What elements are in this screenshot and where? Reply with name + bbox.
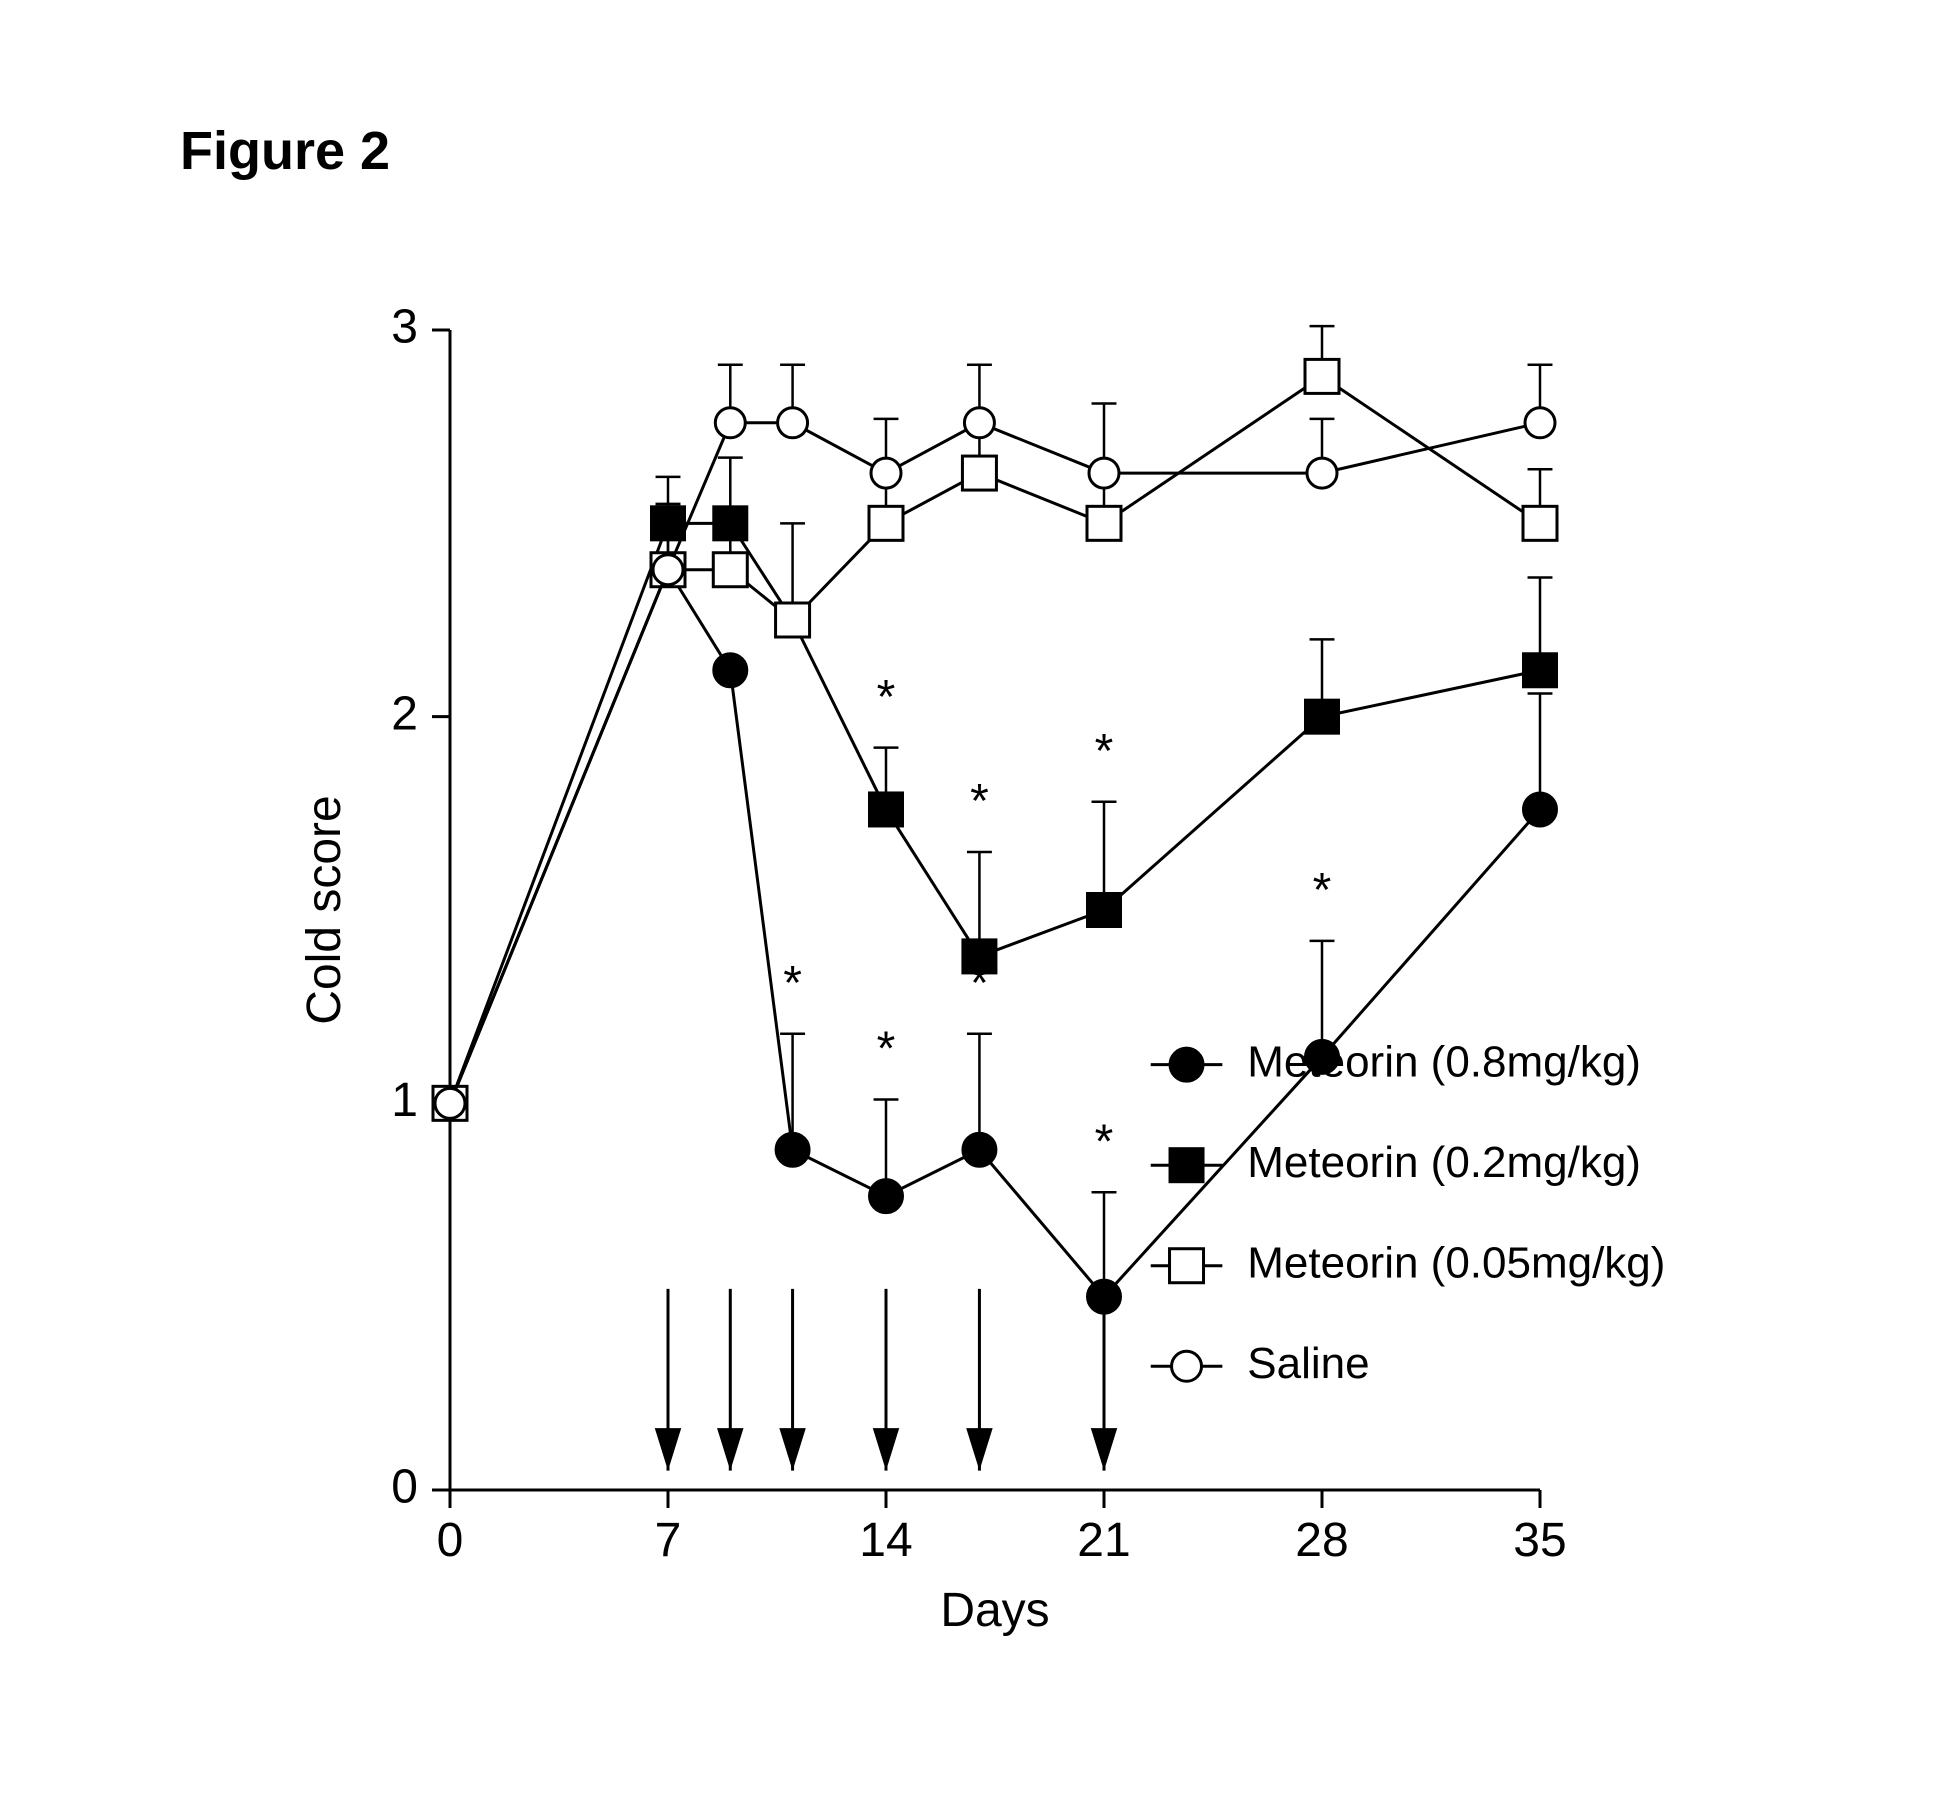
cold-score-chart: 01230714212835Cold scoreDays********Mete… — [120, 260, 1830, 1700]
series-meteorin_0_2: * * * — [433, 458, 1557, 1121]
significance-star: * — [783, 957, 802, 1010]
x-tick-label: 21 — [1077, 1514, 1130, 1567]
significance-star: * — [1313, 864, 1332, 917]
dose-arrow-head — [655, 1428, 681, 1471]
legend-item-saline: Saline — [1151, 1339, 1370, 1388]
legend-label: Meteorin (0.2mg/kg) — [1247, 1138, 1641, 1187]
x-tick-label: 0 — [437, 1514, 464, 1567]
dose-arrow-head — [966, 1428, 992, 1471]
legend-item-meteorin_0_05: Meteorin (0.05mg/kg) — [1151, 1238, 1666, 1287]
significance-star: * — [970, 775, 989, 828]
legend-label: Meteorin (0.8mg/kg) — [1247, 1037, 1641, 1086]
legend-item-meteorin_0_8: Meteorin (0.8mg/kg) — [1151, 1037, 1641, 1086]
y-axis-label: Cold score — [298, 795, 351, 1024]
x-tick-label: 7 — [655, 1514, 682, 1567]
significance-star: * — [1095, 1115, 1114, 1168]
y-tick-label: 0 — [391, 1461, 418, 1514]
y-tick-label: 1 — [391, 1074, 418, 1127]
y-tick-label: 2 — [391, 687, 418, 740]
x-tick-label: 14 — [859, 1514, 912, 1567]
legend-label: Saline — [1247, 1339, 1369, 1388]
x-tick-label: 35 — [1513, 1514, 1566, 1567]
dose-arrow-head — [1091, 1428, 1117, 1471]
y-tick-label: 3 — [391, 301, 418, 354]
series-meteorin_0_8: * * * * * — [433, 553, 1557, 1314]
x-axis-label: Days — [940, 1584, 1049, 1637]
figure-title: Figure 2 — [180, 120, 390, 182]
dose-arrow-head — [717, 1428, 743, 1471]
x-tick-label: 28 — [1295, 1514, 1348, 1567]
legend-label: Meteorin (0.05mg/kg) — [1247, 1238, 1665, 1287]
significance-star: * — [1095, 725, 1114, 778]
dose-arrow-head — [779, 1428, 805, 1471]
significance-star: * — [877, 1023, 896, 1076]
significance-star: * — [877, 671, 896, 724]
dose-arrow-head — [873, 1428, 899, 1471]
series-meteorin_0_05 — [433, 326, 1557, 1120]
